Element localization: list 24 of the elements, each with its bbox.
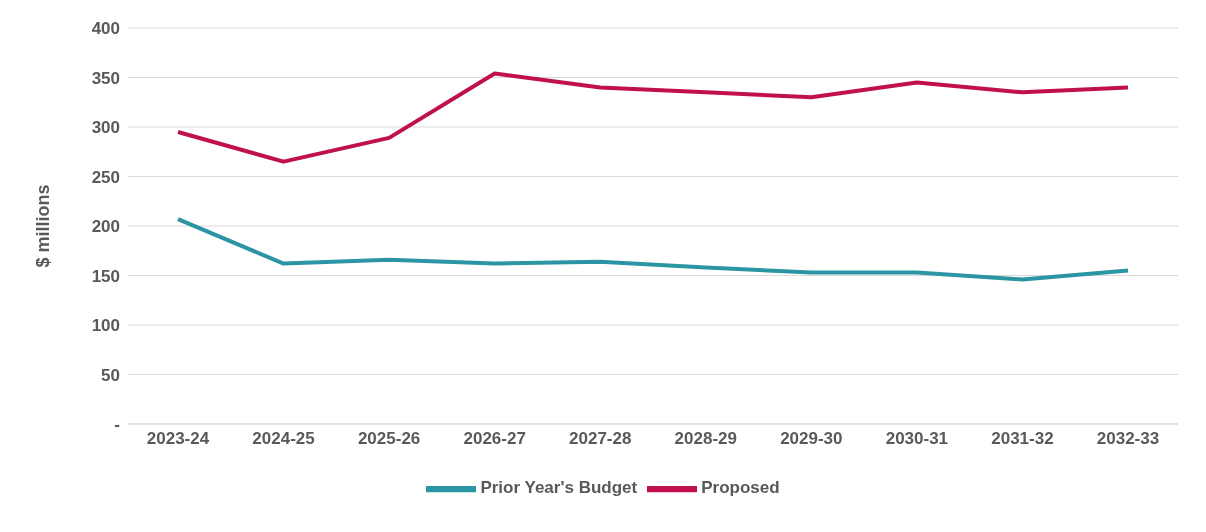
y-tick-label: 50 <box>101 365 120 385</box>
x-tick-label: 2023-24 <box>146 429 210 449</box>
y-axis-title: $ millions <box>33 184 54 268</box>
y-tick-label: 250 <box>91 167 120 187</box>
y-tick-label: 300 <box>91 118 120 138</box>
x-tick-label: 2028-29 <box>674 429 737 449</box>
legend-label: Prior Year's Budget <box>480 478 638 498</box>
x-tick-label: 2025-26 <box>357 429 421 449</box>
y-tick-label: 200 <box>91 217 120 237</box>
x-tick-label: 2024-25 <box>252 429 315 449</box>
x-tick-label: 2029-30 <box>780 429 843 449</box>
x-tick-label: 2032-33 <box>1096 429 1160 449</box>
x-tick-label: 2031-32 <box>991 429 1054 449</box>
y-tick-label: 350 <box>91 68 120 88</box>
y-tick-label: 400 <box>91 19 120 39</box>
x-tick-label: 2027-28 <box>569 429 632 449</box>
x-tick-label: 2030-31 <box>885 429 949 449</box>
x-tick-label: 2026-27 <box>463 429 526 449</box>
legend-label: Proposed <box>701 478 780 498</box>
y-tick-label: - <box>114 415 120 435</box>
y-tick-label: 150 <box>91 266 120 286</box>
line-series <box>176 217 1130 282</box>
y-tick-label: 100 <box>91 316 120 336</box>
line-series <box>176 71 1130 164</box>
